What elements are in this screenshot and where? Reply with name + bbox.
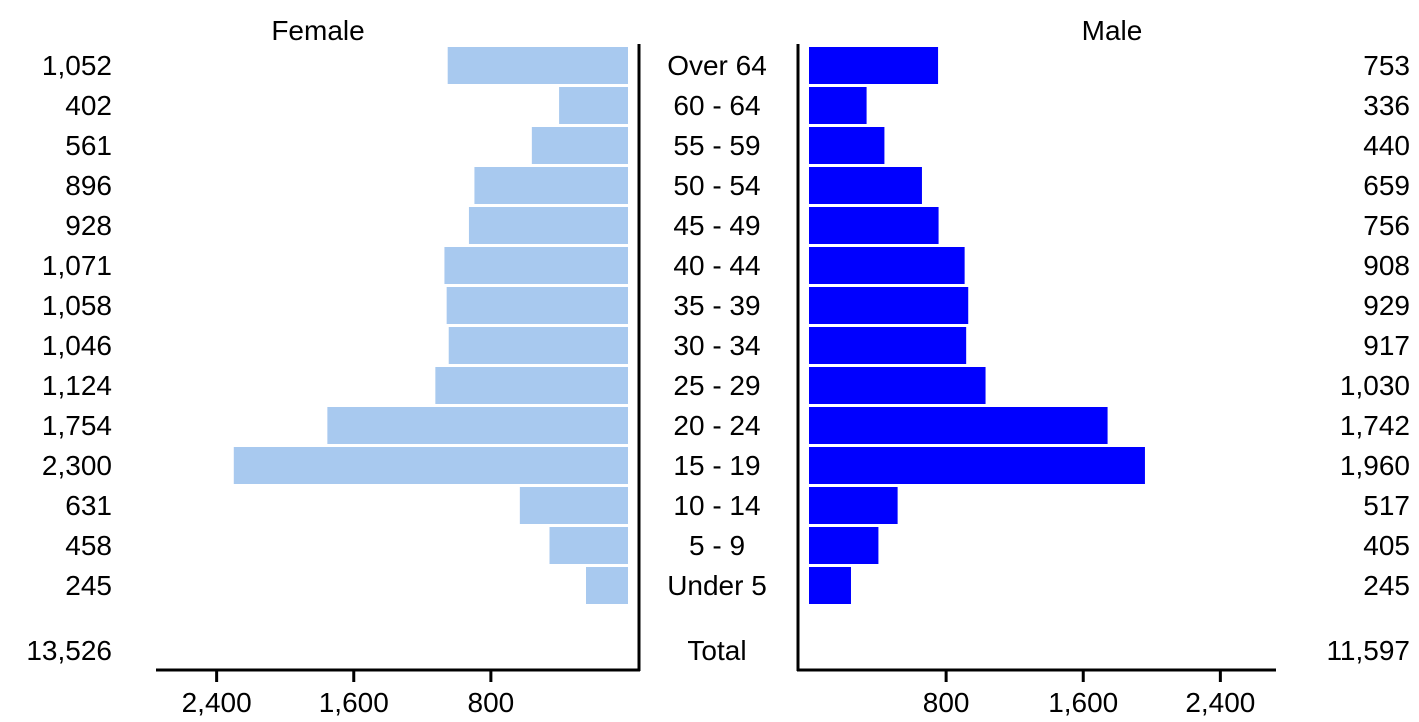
male-value-label-11: 517 xyxy=(1363,490,1410,521)
category-label-10: 15 - 19 xyxy=(673,450,760,481)
female-bar-9 xyxy=(327,407,628,444)
female-bar-10 xyxy=(233,447,628,484)
male-bar-6 xyxy=(809,287,969,324)
female-bar-13 xyxy=(586,567,628,604)
female-value-label-11: 631 xyxy=(65,490,112,521)
male-bar-13 xyxy=(809,567,851,604)
male-bar-10 xyxy=(809,447,1145,484)
male-value-label-1: 336 xyxy=(1363,90,1410,121)
male-value-label-6: 929 xyxy=(1363,290,1410,321)
female-value-label-6: 1,058 xyxy=(42,290,112,321)
female-value-label-4: 928 xyxy=(65,210,112,241)
male-bar-2 xyxy=(809,127,885,164)
female-x-tick-label-0: 800 xyxy=(468,687,515,718)
female-value-label-0: 1,052 xyxy=(42,50,112,81)
male-x-tick-label-0: 800 xyxy=(923,687,970,718)
male-value-label-9: 1,742 xyxy=(1340,410,1410,441)
category-label-7: 30 - 34 xyxy=(673,330,760,361)
male-bar-11 xyxy=(809,487,898,524)
female-bar-2 xyxy=(531,127,628,164)
male-bar-4 xyxy=(809,207,939,244)
total-label: Total xyxy=(687,635,746,666)
male-value-label-5: 908 xyxy=(1363,250,1410,281)
female-value-label-12: 458 xyxy=(65,530,112,561)
female-bar-7 xyxy=(448,327,628,364)
category-label-5: 40 - 44 xyxy=(673,250,760,281)
male-bar-3 xyxy=(809,167,922,204)
female-bar-6 xyxy=(446,287,628,324)
male-value-label-12: 405 xyxy=(1363,530,1410,561)
female-x-tick-label-2: 2,400 xyxy=(182,687,252,718)
category-label-13: Under 5 xyxy=(667,570,767,601)
male-bar-0 xyxy=(809,47,939,84)
female-value-label-13: 245 xyxy=(65,570,112,601)
female-value-label-10: 2,300 xyxy=(42,450,112,481)
male-x-tick-label-1: 1,600 xyxy=(1048,687,1118,718)
male-value-label-2: 440 xyxy=(1363,130,1410,161)
male-value-label-4: 756 xyxy=(1363,210,1410,241)
category-label-0: Over 64 xyxy=(667,50,767,81)
male-x-tick-label-2: 2,400 xyxy=(1185,687,1255,718)
male-bar-8 xyxy=(809,367,986,404)
female-bar-11 xyxy=(519,487,628,524)
female-total-value: 13,526 xyxy=(26,635,112,666)
female-value-label-7: 1,046 xyxy=(42,330,112,361)
category-label-9: 20 - 24 xyxy=(673,410,760,441)
category-label-4: 45 - 49 xyxy=(673,210,760,241)
category-label-2: 55 - 59 xyxy=(673,130,760,161)
category-label-12: 5 - 9 xyxy=(689,530,745,561)
female-x-tick-label-1: 1,600 xyxy=(319,687,389,718)
chart-marks: Over 64 1,052 753 60 - 64 402 336 55 - 59 561 44… xyxy=(42,44,1410,718)
category-label-6: 35 - 39 xyxy=(673,290,760,321)
female-value-label-2: 561 xyxy=(65,130,112,161)
female-bar-4 xyxy=(468,207,628,244)
category-label-1: 60 - 64 xyxy=(673,90,760,121)
male-bar-12 xyxy=(809,527,879,564)
category-label-11: 10 - 14 xyxy=(673,490,760,521)
female-value-label-8: 1,124 xyxy=(42,370,112,401)
male-value-label-10: 1,960 xyxy=(1340,450,1410,481)
female-value-label-9: 1,754 xyxy=(42,410,112,441)
female-value-label-5: 1,071 xyxy=(42,250,112,281)
male-series-title: Male xyxy=(1082,15,1143,46)
female-series-title: Female xyxy=(271,15,364,46)
female-bar-3 xyxy=(474,167,628,204)
category-label-8: 25 - 29 xyxy=(673,370,760,401)
female-bar-12 xyxy=(549,527,628,564)
male-bar-9 xyxy=(809,407,1108,444)
female-bar-1 xyxy=(559,87,628,124)
male-value-label-13: 245 xyxy=(1363,570,1410,601)
female-value-label-1: 402 xyxy=(65,90,112,121)
male-value-label-0: 753 xyxy=(1363,50,1410,81)
category-label-3: 50 - 54 xyxy=(673,170,760,201)
female-value-label-3: 896 xyxy=(65,170,112,201)
female-bar-8 xyxy=(435,367,628,404)
male-value-label-3: 659 xyxy=(1363,170,1410,201)
female-bar-0 xyxy=(447,47,628,84)
male-bar-5 xyxy=(809,247,965,284)
female-bar-5 xyxy=(444,247,628,284)
male-total-value: 11,597 xyxy=(1326,635,1410,666)
male-value-label-7: 917 xyxy=(1363,330,1410,361)
male-bar-1 xyxy=(809,87,867,124)
male-value-label-8: 1,030 xyxy=(1340,370,1410,401)
male-bar-7 xyxy=(809,327,967,364)
